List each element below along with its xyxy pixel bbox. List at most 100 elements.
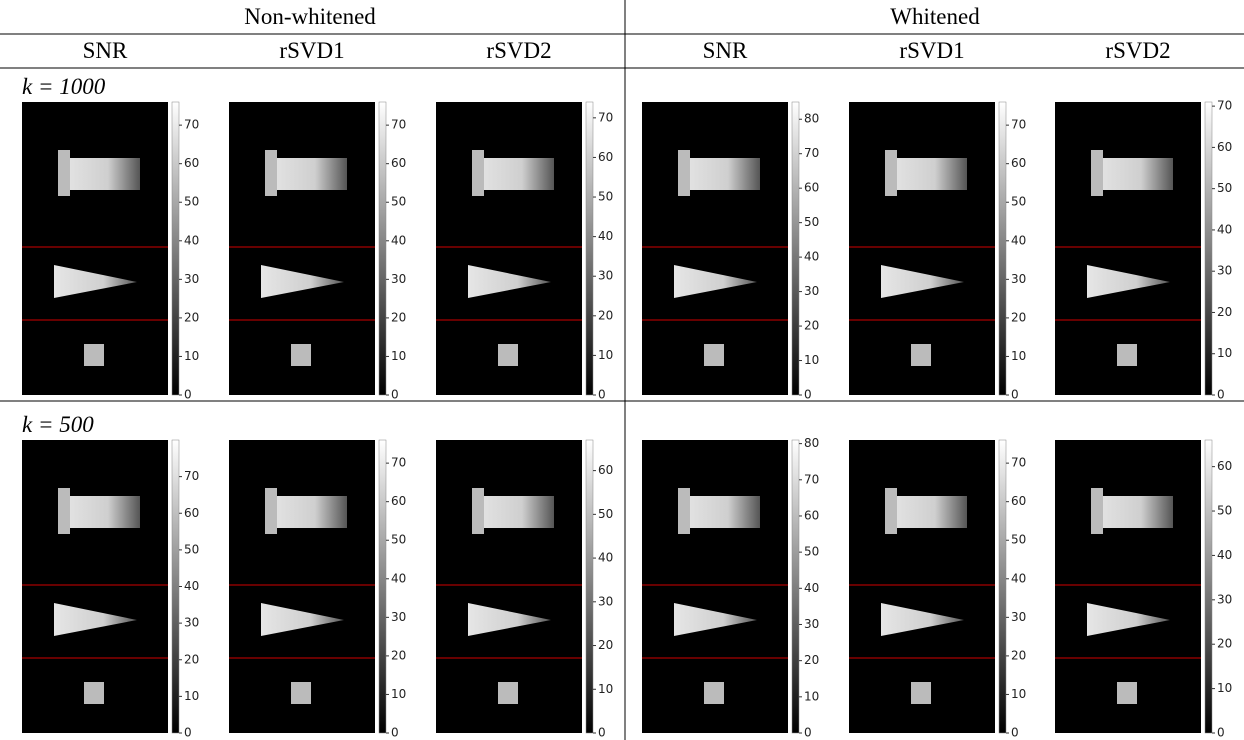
tick-label: 40 — [184, 233, 199, 247]
tick-label: 40 — [184, 579, 199, 593]
tick-label: 40 — [391, 571, 406, 585]
tick-label: 30 — [598, 594, 613, 608]
tick-label: 40 — [804, 581, 819, 595]
figure: Non-whitened Whitened SNRrSVD1rSVD2SNRrS… — [0, 0, 1244, 740]
blob — [267, 496, 347, 528]
tick-label: 70 — [184, 118, 199, 132]
tick-label: 50 — [598, 507, 613, 521]
tick-label: 70 — [1011, 456, 1026, 470]
tick-label: 0 — [1011, 726, 1019, 740]
tick-label: 30 — [804, 284, 819, 298]
tick-label: 20 — [184, 652, 199, 666]
group-header: Non-whitened — [244, 4, 376, 29]
tick-label: 10 — [598, 348, 613, 362]
blob — [472, 488, 484, 534]
tick-label: 30 — [184, 272, 199, 286]
blob — [291, 682, 311, 704]
tick-label: 60 — [1217, 459, 1232, 473]
blob — [678, 488, 690, 534]
tick-label: 30 — [1217, 264, 1232, 278]
tick-label: 60 — [1217, 140, 1232, 154]
tick-label: 50 — [1217, 504, 1232, 518]
tick-label: 30 — [804, 617, 819, 631]
colorbar — [1205, 102, 1212, 395]
tick-label: 40 — [1217, 222, 1232, 236]
blob — [911, 344, 931, 366]
tick-label: 10 — [184, 689, 199, 703]
blob — [291, 344, 311, 366]
blob — [1091, 150, 1103, 196]
blob — [1093, 158, 1173, 190]
tick-label: 70 — [804, 472, 819, 486]
tick-label: 30 — [184, 616, 199, 630]
tick-label: 20 — [1011, 648, 1026, 662]
row-label: k = 1000 — [22, 74, 106, 99]
blob — [1117, 682, 1137, 704]
tick-label: 60 — [391, 494, 406, 508]
blob — [265, 150, 277, 196]
tick-label: 0 — [598, 388, 606, 402]
tick-label: 20 — [1011, 310, 1026, 324]
tick-label: 10 — [391, 349, 406, 363]
tick-label: 0 — [184, 388, 192, 402]
tick-label: 60 — [1011, 494, 1026, 508]
blob — [498, 682, 518, 704]
tick-label: 40 — [1011, 571, 1026, 585]
tick-label: 60 — [804, 508, 819, 522]
blob — [474, 496, 554, 528]
tick-label: 50 — [1217, 181, 1232, 195]
blob — [1093, 496, 1173, 528]
colorbar — [999, 440, 1006, 733]
tick-label: 20 — [804, 653, 819, 667]
tick-label: 20 — [391, 310, 406, 324]
tick-label: 50 — [184, 542, 199, 556]
blob — [474, 158, 554, 190]
tick-label: 60 — [804, 181, 819, 195]
blob — [60, 158, 140, 190]
column-header: rSVD1 — [279, 38, 344, 63]
blob — [265, 488, 277, 534]
blob — [60, 496, 140, 528]
blob — [704, 682, 724, 704]
tick-label: 40 — [804, 250, 819, 264]
colorbar — [586, 102, 593, 395]
blob — [472, 150, 484, 196]
tick-label: 0 — [598, 726, 606, 740]
tick-label: 50 — [804, 545, 819, 559]
colorbar — [172, 102, 179, 395]
tick-label: 50 — [1011, 195, 1026, 209]
tick-label: 10 — [1217, 346, 1232, 360]
blob — [1091, 488, 1103, 534]
tick-label: 0 — [391, 388, 399, 402]
blob — [84, 344, 104, 366]
tick-label: 10 — [1011, 687, 1026, 701]
tick-label: 10 — [391, 687, 406, 701]
tick-label: 30 — [1011, 610, 1026, 624]
colorbar — [379, 102, 386, 395]
tick-label: 70 — [804, 146, 819, 160]
colorbar — [792, 440, 799, 733]
tick-label: 0 — [1217, 388, 1225, 402]
tick-label: 20 — [598, 308, 613, 322]
tick-label: 20 — [1217, 305, 1232, 319]
tick-label: 20 — [804, 319, 819, 333]
blob — [498, 344, 518, 366]
blob — [885, 150, 897, 196]
tick-label: 30 — [1217, 592, 1232, 606]
tick-label: 10 — [804, 353, 819, 367]
colorbar — [1205, 440, 1212, 733]
column-header: SNR — [703, 38, 748, 63]
column-header: rSVD2 — [1105, 38, 1170, 63]
tick-label: 40 — [598, 551, 613, 565]
tick-label: 70 — [391, 118, 406, 132]
tick-label: 70 — [184, 469, 199, 483]
tick-label: 20 — [1217, 637, 1232, 651]
blob — [1117, 344, 1137, 366]
blob — [84, 682, 104, 704]
tick-label: 30 — [598, 269, 613, 283]
tick-label: 10 — [598, 682, 613, 696]
tick-label: 50 — [391, 533, 406, 547]
blob — [680, 158, 760, 190]
blob — [885, 488, 897, 534]
group-header: Whitened — [890, 4, 980, 29]
